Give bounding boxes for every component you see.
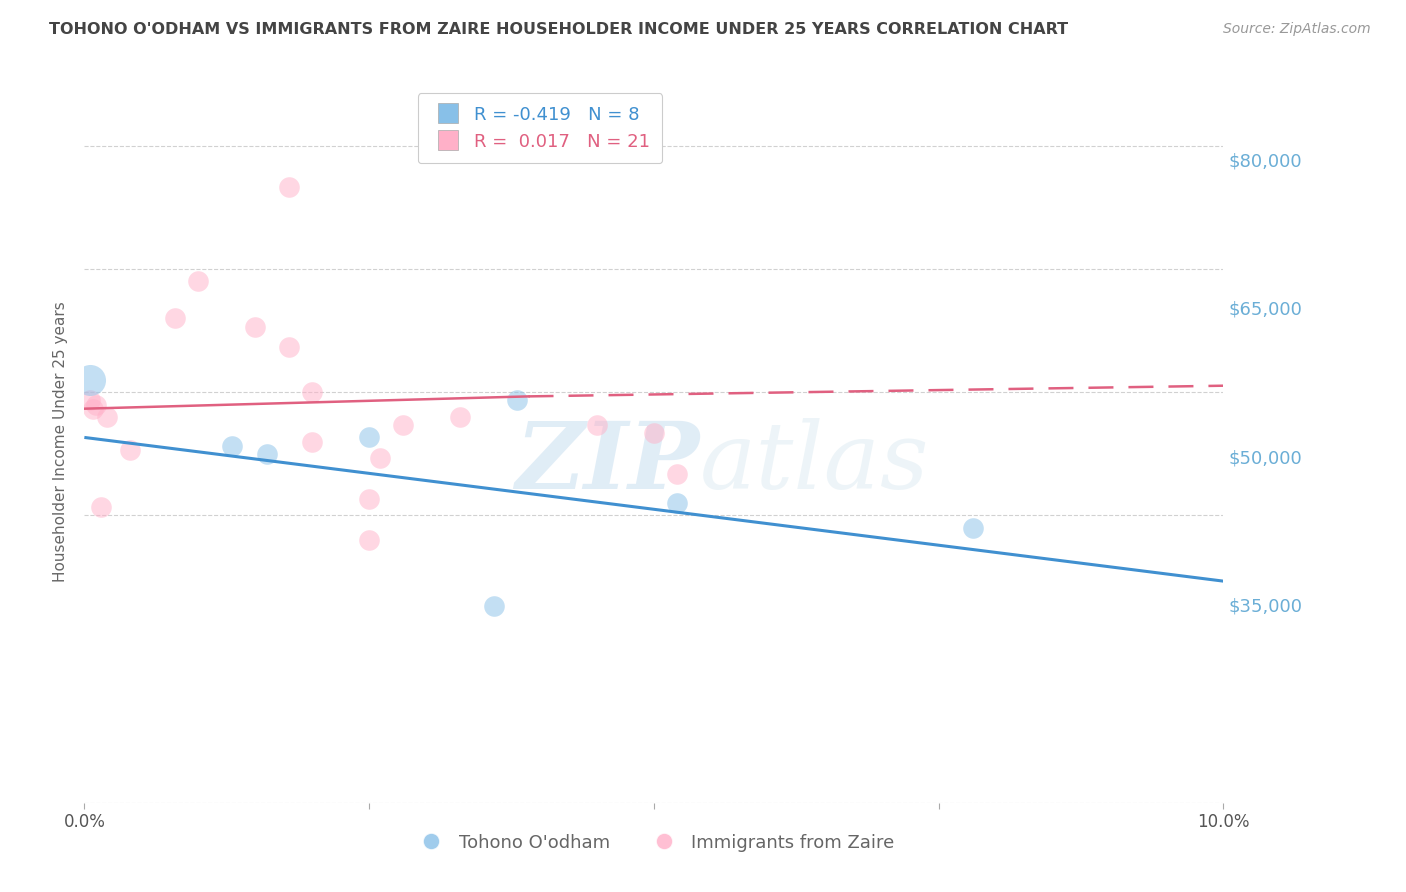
Point	[278, 340, 301, 354]
Point	[665, 467, 688, 482]
Point	[221, 439, 243, 453]
Point	[370, 450, 392, 465]
Y-axis label: Householder Income Under 25 years: Householder Income Under 25 years	[53, 301, 69, 582]
Point	[79, 393, 101, 408]
Point	[79, 373, 101, 387]
Text: atlas: atlas	[699, 418, 929, 508]
Point	[96, 409, 118, 424]
Point	[301, 385, 323, 400]
Point	[359, 533, 381, 547]
Point	[392, 418, 415, 433]
Point	[506, 393, 529, 408]
Point	[90, 500, 112, 515]
Point	[643, 426, 665, 441]
Point	[449, 409, 471, 424]
Point	[118, 442, 141, 457]
Point	[82, 401, 104, 416]
Point	[962, 521, 984, 535]
Point	[301, 434, 323, 449]
Point	[359, 430, 381, 444]
Legend: Tohono O'odham, Immigrants from Zaire: Tohono O'odham, Immigrants from Zaire	[406, 826, 901, 859]
Point	[256, 447, 278, 461]
Point	[665, 496, 688, 510]
Text: ZIP: ZIP	[515, 418, 699, 508]
Point	[278, 180, 301, 194]
Point	[84, 398, 107, 412]
Point	[187, 275, 209, 289]
Text: Source: ZipAtlas.com: Source: ZipAtlas.com	[1223, 22, 1371, 37]
Point	[484, 599, 506, 613]
Point	[165, 311, 187, 326]
Point	[359, 491, 381, 506]
Point	[245, 319, 267, 334]
Point	[586, 418, 609, 433]
Text: TOHONO O'ODHAM VS IMMIGRANTS FROM ZAIRE HOUSEHOLDER INCOME UNDER 25 YEARS CORREL: TOHONO O'ODHAM VS IMMIGRANTS FROM ZAIRE …	[49, 22, 1069, 37]
